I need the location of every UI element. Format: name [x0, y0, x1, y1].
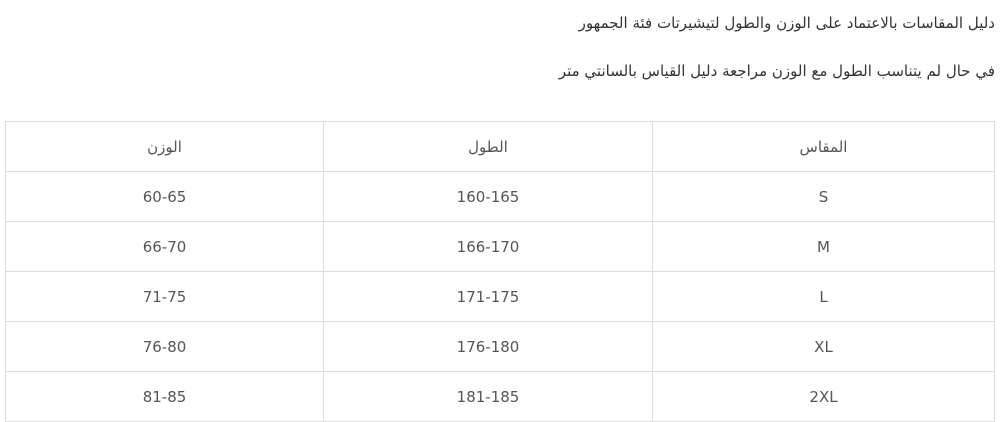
table-header-row: المقاس الطول الوزن [5, 121, 995, 172]
header-height: الطول [323, 121, 653, 172]
size-cell: S [652, 171, 995, 222]
intro-text: دليل المقاسات بالاعتماد على الوزن والطول… [578, 14, 995, 32]
table-row: L 171-175 71-75 [5, 271, 995, 322]
table-row: XL 176-180 76-80 [5, 321, 995, 372]
weight-cell: 81-85 [5, 371, 324, 422]
height-cell: 176-180 [323, 321, 653, 372]
header-weight: الوزن [5, 121, 324, 172]
size-cell: 2XL [652, 371, 995, 422]
height-cell: 171-175 [323, 271, 653, 322]
weight-cell: 60-65 [5, 171, 324, 222]
height-cell: 181-185 [323, 371, 653, 422]
size-cell: XL [652, 321, 995, 372]
height-cell: 166-170 [323, 221, 653, 272]
height-cell: 160-165 [323, 171, 653, 222]
table-row: S 160-165 60-65 [5, 171, 995, 222]
note-text: في حال لم يتناسب الطول مع الوزن مراجعة د… [558, 62, 995, 80]
weight-cell: 66-70 [5, 221, 324, 272]
size-cell: M [652, 221, 995, 272]
weight-cell: 71-75 [5, 271, 324, 322]
header-size: المقاس [652, 121, 995, 172]
size-cell: L [652, 271, 995, 322]
weight-cell: 76-80 [5, 321, 324, 372]
size-chart-table: المقاس الطول الوزن S 160-165 60-65 M 166-170… [5, 121, 995, 422]
table-row: M 166-170 66-70 [5, 221, 995, 272]
table-row: 2XL 181-185 81-85 [5, 371, 995, 422]
